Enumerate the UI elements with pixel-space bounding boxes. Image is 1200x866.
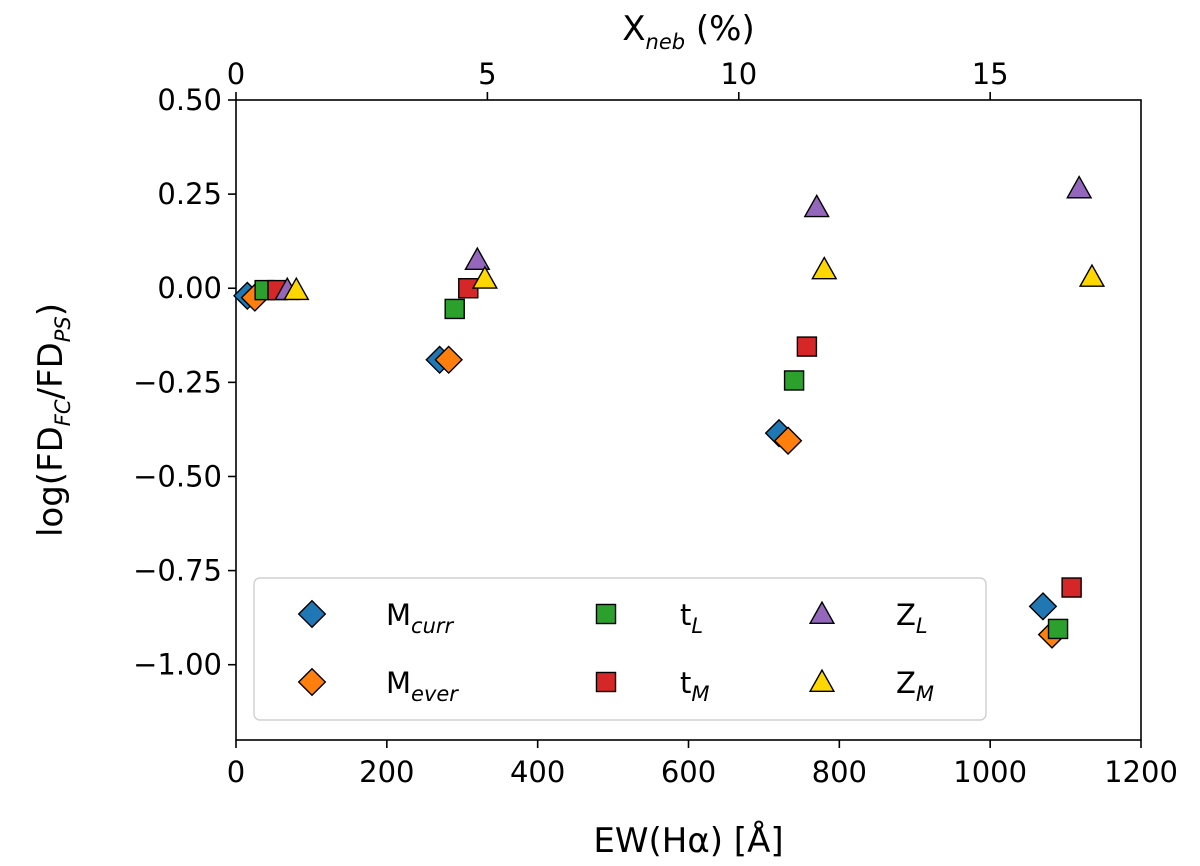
y-tick-label: −0.75 — [133, 554, 222, 588]
legend-marker-Z_L — [808, 600, 836, 624]
series-Z_L — [274, 175, 1093, 301]
data-point-M_ever — [773, 426, 803, 455]
legend-label-t_L: tL — [680, 598, 703, 638]
y-tick-label: −0.25 — [133, 365, 222, 399]
y-tick-label: −0.50 — [133, 459, 222, 493]
legend: Mcurr Mever tL tM ZL ZM — [253, 577, 987, 721]
y-tick-label: −1.00 — [133, 648, 222, 682]
legend-label-Z_M: ZM — [896, 666, 934, 706]
y-tick-label: 0.00 — [157, 271, 222, 305]
x-tick-label: 400 — [510, 755, 565, 789]
x-tick-label: 200 — [359, 755, 414, 789]
data-point-t_L — [444, 298, 465, 320]
data-point-Z_L — [1066, 175, 1093, 199]
legend-label-t_M: tM — [680, 666, 710, 706]
legend-label-M_curr: Mcurr — [386, 598, 455, 638]
x-tick-label: 1200 — [1104, 755, 1178, 789]
data-point-Z_M — [1078, 263, 1106, 287]
y-axis-title: log(FDFC/FDPS) — [31, 303, 75, 537]
data-point-Z_L — [464, 246, 491, 270]
legend-label-M_ever: Mever — [386, 666, 459, 706]
x-tick-label: 600 — [661, 755, 716, 789]
data-point-t_L — [783, 370, 805, 391]
legend-marker-Z_M — [808, 668, 836, 692]
data-point-t_L — [1047, 618, 1069, 640]
x-tick-label: 0 — [227, 755, 245, 789]
y-tick-label: 0.25 — [157, 177, 222, 211]
legend-item-M_ever: Mever — [297, 666, 459, 706]
data-point-M_curr — [1028, 592, 1058, 621]
data-point-Z_M — [811, 256, 838, 280]
legend-box — [253, 577, 987, 721]
data-point-M_ever — [434, 345, 463, 375]
y-tick-label: 0.50 — [157, 83, 222, 117]
legend-item-t_M: tM — [595, 666, 710, 706]
legend-marker-M_ever — [297, 667, 327, 697]
data-point-Z_M — [283, 276, 310, 301]
top-x-tick-label: 0 — [227, 57, 245, 91]
legend-item-Z_M: ZM — [808, 666, 934, 706]
x-axis-title: EW(Hα) [Å] — [593, 820, 783, 861]
data-point-t_M — [1061, 577, 1082, 598]
data-point-Z_L — [803, 193, 830, 218]
legend-item-t_L: tL — [595, 598, 703, 638]
top-x-tick-label: 10 — [720, 57, 757, 91]
legend-label-Z_L: ZL — [896, 598, 928, 638]
top-x-tick-label: 15 — [972, 57, 1009, 91]
legend-marker-t_L — [595, 603, 617, 625]
series-M_curr — [233, 281, 1058, 621]
x-tick-label: 800 — [812, 755, 867, 789]
legend-item-Z_L: ZL — [808, 598, 928, 638]
data-point-t_M — [796, 336, 818, 357]
top-x-axis-title: Xneb (%) — [622, 9, 755, 54]
series-t_M — [267, 278, 1082, 598]
top-x-tick-label: 5 — [478, 57, 496, 91]
x-tick-label: 1000 — [953, 755, 1027, 789]
series-Z_M — [283, 256, 1106, 301]
data-points — [233, 175, 1106, 649]
data-point-Z_M — [471, 265, 498, 289]
legend-marker-t_M — [595, 671, 617, 693]
legend-item-M_curr: Mcurr — [297, 598, 455, 638]
legend-marker-M_curr — [297, 599, 327, 629]
